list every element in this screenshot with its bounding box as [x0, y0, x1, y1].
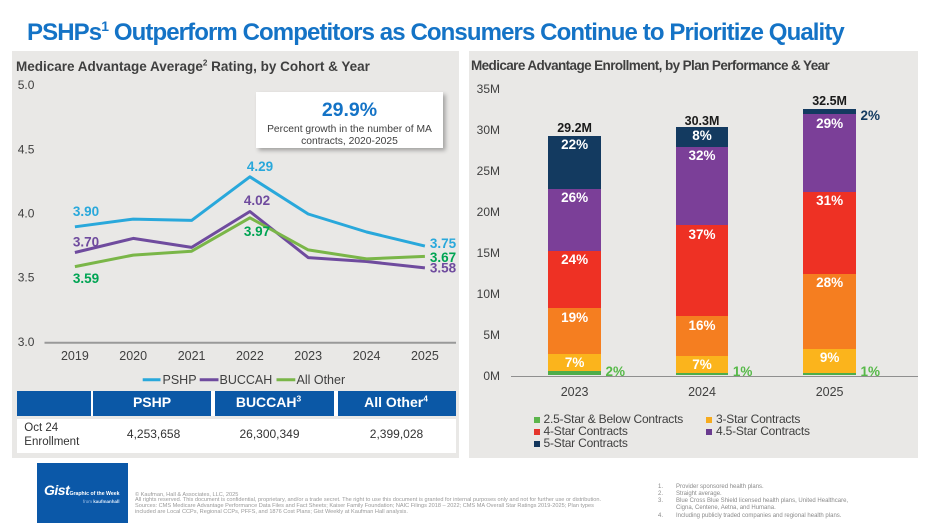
svg-text:3.90: 3.90	[73, 204, 99, 219]
svg-text:4.29: 4.29	[247, 159, 273, 174]
svg-text:2022: 2022	[236, 349, 264, 363]
svg-text:3.75: 3.75	[430, 236, 457, 251]
svg-text:PSHP: PSHP	[163, 373, 197, 387]
svg-text:3.59: 3.59	[73, 270, 99, 285]
svg-text:4.02: 4.02	[244, 193, 270, 208]
svg-text:4.5: 4.5	[18, 142, 35, 156]
svg-text:2025: 2025	[411, 349, 439, 363]
svg-text:3.58: 3.58	[430, 260, 457, 275]
svg-text:2019: 2019	[61, 349, 89, 363]
svg-text:3.97: 3.97	[244, 224, 270, 239]
svg-text:3.67: 3.67	[430, 250, 456, 265]
svg-text:BUCCAH: BUCCAH	[220, 373, 273, 387]
svg-text:4.0: 4.0	[18, 206, 35, 220]
svg-text:2020: 2020	[119, 349, 147, 363]
svg-text:3.70: 3.70	[73, 234, 99, 249]
svg-text:2021: 2021	[178, 349, 206, 363]
svg-text:2024: 2024	[353, 349, 381, 363]
svg-text:5.0: 5.0	[18, 78, 35, 92]
svg-text:3.5: 3.5	[18, 270, 35, 284]
svg-text:3.0: 3.0	[18, 334, 35, 348]
svg-text:All Other: All Other	[297, 373, 346, 387]
svg-text:2023: 2023	[294, 349, 322, 363]
